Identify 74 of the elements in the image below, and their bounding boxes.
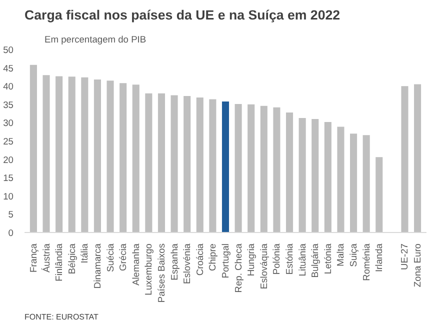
x-tick-label: Itália: [80, 242, 90, 264]
chart-title: Carga fiscal nos países da UE e na Suíça em 2022: [24, 8, 340, 22]
chart-subtitle: Em percentagem do PIB: [44, 34, 146, 44]
bar: [414, 84, 422, 232]
bar: [401, 86, 408, 232]
bar: [184, 96, 191, 232]
x-tick-label: Rep. Checa: [233, 242, 244, 293]
bar: [145, 93, 152, 232]
bar: [222, 101, 230, 232]
bar: [106, 80, 114, 232]
x-tick-label: Zona Euro: [412, 243, 423, 288]
bar: [312, 119, 319, 232]
bar: [56, 76, 63, 232]
bar: [337, 126, 344, 232]
x-tick-label: Hungria: [246, 242, 256, 276]
x-tick-label: Luxemburgo: [144, 243, 154, 296]
x-tick-label: UE-27: [400, 243, 410, 270]
bar: [273, 107, 280, 232]
x-tick-label: Malta: [336, 242, 346, 266]
y-tick-label: 10: [3, 191, 14, 202]
x-tick-label: Países Baixos: [156, 243, 166, 303]
y-tick-label: 40: [3, 82, 14, 92]
bar: [132, 84, 140, 232]
x-tick-label: Portugal: [220, 243, 230, 278]
bar: [286, 112, 294, 232]
y-tick-label: 5: [8, 210, 14, 220]
bar: [362, 135, 370, 232]
x-tick-label: Irlanda: [374, 242, 384, 272]
bar: [68, 76, 76, 232]
x-tick-label: Suiça: [348, 242, 359, 267]
x-tick-label: Eslováquia: [258, 242, 269, 290]
x-tick-label: Estónia: [284, 242, 295, 275]
y-tick-label: 35: [3, 100, 14, 110]
bar: [376, 157, 383, 232]
y-tick-label: 45: [3, 63, 14, 74]
bar: [260, 106, 268, 232]
bar: [209, 99, 216, 232]
bar: [170, 95, 178, 232]
x-tick-label: Dinamarca: [92, 242, 102, 289]
bar: [30, 64, 37, 232]
x-tick-label: Grécia: [118, 242, 128, 271]
y-tick-label: 20: [3, 154, 14, 165]
y-tick-label: 50: [3, 45, 14, 55]
x-tick-label: Alemanha: [130, 242, 141, 286]
x-tick-label: Lituânia: [297, 242, 308, 276]
x-tick-label: Chipre: [208, 243, 218, 271]
bar: [234, 104, 242, 232]
x-tick-label: Áustria: [40, 242, 52, 273]
x-tick-label: Polónia: [272, 242, 282, 275]
x-tick-label: Bélgica: [66, 242, 77, 274]
bar: [81, 77, 88, 232]
y-tick-label: 25: [3, 136, 14, 146]
x-tick-label: Letónia: [322, 242, 333, 274]
bar: [324, 122, 332, 232]
y-tick-label: 30: [3, 118, 14, 128]
source-note: FONTE: EUROSTAT: [24, 312, 99, 322]
y-tick-label: 0: [8, 228, 14, 238]
x-tick-label: Roménia: [361, 242, 372, 281]
x-tick-label: Bulgária: [310, 242, 320, 278]
bar: [158, 93, 166, 232]
bar: [42, 75, 50, 232]
y-tick-label: 15: [3, 173, 14, 184]
bar: [196, 97, 204, 232]
x-tick-label: Espanha: [169, 242, 180, 280]
x-tick-label: Finlândia: [54, 242, 64, 282]
bar: [298, 118, 306, 232]
bar: [248, 104, 255, 232]
x-tick-label: Suécia: [105, 242, 116, 272]
bar: [94, 80, 101, 232]
x-tick-label: Croácia: [194, 242, 205, 276]
bar: [350, 134, 358, 232]
bar: [120, 83, 127, 232]
x-tick-label: França: [28, 242, 38, 273]
x-tick-label: Eslovénia: [182, 242, 192, 284]
